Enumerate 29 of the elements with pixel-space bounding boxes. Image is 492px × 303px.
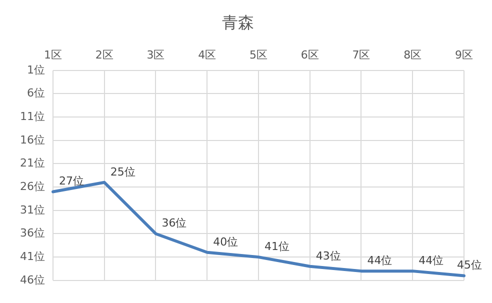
x-tick-label: 2区 — [95, 48, 114, 62]
y-tick-label: 11位 — [20, 110, 45, 123]
y-tick-label: 21位 — [20, 156, 45, 170]
data-label: 41位 — [264, 240, 290, 253]
x-tick-label: 7区 — [352, 48, 370, 62]
x-tick-label: 5区 — [250, 48, 268, 62]
data-label: 25位 — [110, 165, 136, 178]
x-tick-label: 8区 — [404, 48, 422, 62]
data-label: 44位 — [418, 254, 444, 267]
y-tick-label: 36位 — [20, 226, 45, 240]
x-tick-label: 1区 — [44, 48, 62, 62]
x-tick-label: 9区 — [455, 48, 473, 62]
data-label: 40位 — [213, 235, 238, 248]
x-tick-label: 3区 — [146, 48, 165, 62]
y-tick-label: 16位 — [20, 133, 45, 146]
y-tick-label: 41位 — [20, 250, 45, 263]
data-label: 43位 — [316, 249, 341, 262]
y-tick-label: 1位 — [26, 63, 45, 76]
data-label: 27位 — [58, 174, 84, 188]
data-label: 36位 — [162, 216, 187, 230]
y-tick-label: 31位 — [20, 203, 45, 216]
data-label: 44位 — [367, 254, 392, 267]
y-tick-label: 26位 — [20, 180, 45, 193]
x-tick-label: 4区 — [198, 48, 216, 62]
data-label: 45位 — [457, 258, 482, 272]
y-tick-label: 6位 — [26, 86, 45, 100]
y-tick-label: 46位 — [20, 273, 45, 286]
x-tick-label: 6区 — [300, 48, 319, 62]
chart-title: 青森 — [222, 12, 254, 32]
